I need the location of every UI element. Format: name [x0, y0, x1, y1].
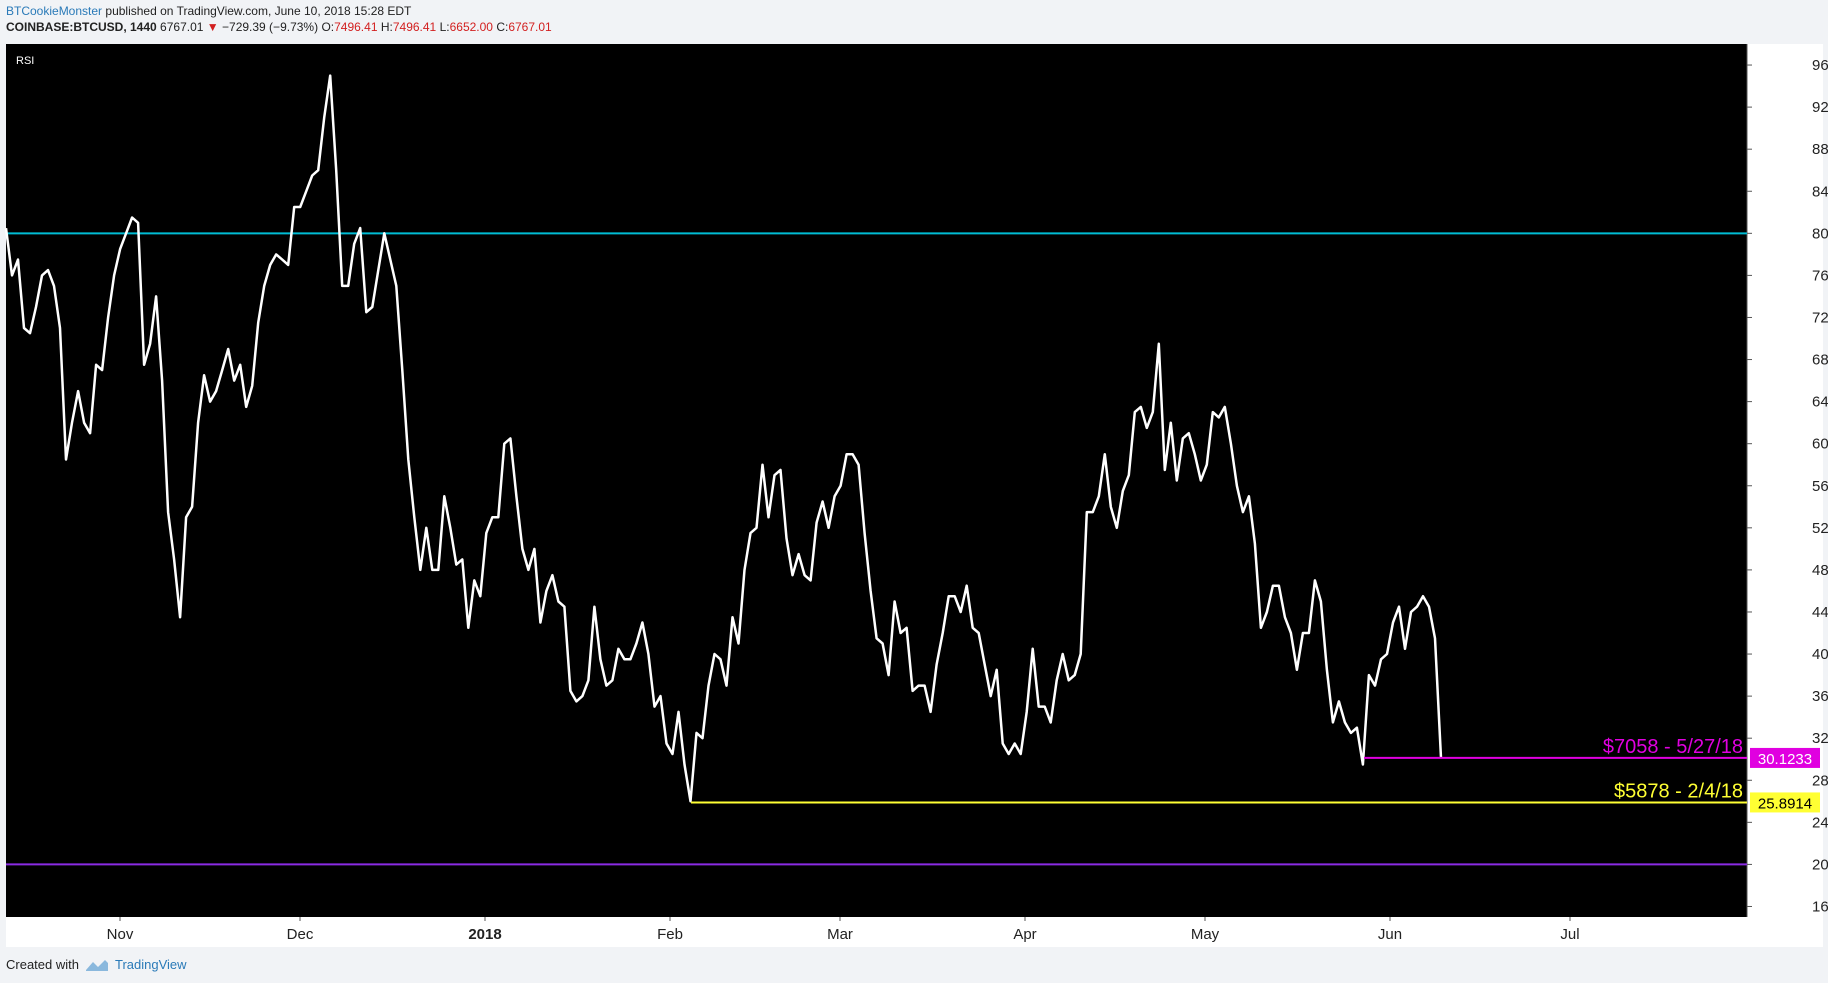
x-axis-panel: [6, 917, 1823, 947]
level-label-1: $5878 - 2/4/18: [1614, 780, 1743, 802]
low-label: L:: [439, 20, 450, 34]
tradingview-logo-icon: [85, 959, 108, 971]
created-with-text: Created with: [6, 957, 79, 972]
y-tick-label-20: 16.0000: [1812, 898, 1828, 915]
x-tick-label-2: 2018: [468, 926, 501, 943]
y-tick-label-14: 40.0000: [1812, 646, 1828, 663]
published-text: published on TradingView.com, June 10, 2…: [105, 4, 412, 18]
x-tick-label-8: Jul: [1560, 926, 1579, 943]
y-tick-label-16: 32.0000: [1812, 730, 1828, 747]
plot-area: [6, 44, 1747, 917]
y-tick-label-7: 68.0000: [1812, 352, 1828, 369]
y-tick-label-9: 60.0000: [1812, 436, 1828, 453]
y-tick-label-17: 28.0000: [1812, 772, 1828, 789]
level-badge-text-1: 25.8914: [1758, 795, 1812, 812]
y-tick-label-8: 64.0000: [1812, 394, 1828, 411]
last-price: 6767.01: [160, 20, 204, 34]
y-tick-label-1: 92.0000: [1812, 99, 1828, 116]
rsi-series-line: [4, 74, 1443, 803]
y-tick-label-13: 44.0000: [1812, 604, 1828, 621]
y-tick-label-10: 56.0000: [1812, 478, 1828, 495]
chart-title: RSI: [16, 55, 34, 67]
low-value: 6652.00: [449, 20, 493, 34]
y-tick-label-2: 88.0000: [1812, 141, 1828, 158]
close-value: 6767.01: [508, 20, 552, 34]
rsi-chart[interactable]: RSI 96.0000 92.0000 88.0000 84.0000 80.0000 76…: [0, 0, 1828, 960]
level-badge-text-0: 30.1233: [1758, 751, 1812, 768]
y-tick-label-12: 48.0000: [1812, 562, 1828, 579]
tradingview-link[interactable]: TradingView: [114, 957, 187, 972]
high-value: 7496.41: [392, 20, 437, 34]
down-arrow-icon: ▼: [206, 20, 219, 34]
level-badge-1: [1750, 792, 1820, 813]
x-tick-label-4: Mar: [827, 926, 853, 943]
y-axis-panel: [1747, 44, 1823, 917]
x-tick-label-5: Apr: [1013, 926, 1036, 943]
price-change: −729.39 (−9.73%): [222, 20, 319, 34]
footer: Created with TradingView: [6, 957, 187, 972]
open-value: 7496.41: [334, 20, 378, 34]
author-link[interactable]: BTCookieMonster: [6, 4, 103, 18]
y-tick-label-15: 36.0000: [1812, 688, 1828, 705]
y-tick-label-5: 76.0000: [1812, 267, 1828, 284]
x-tick-label-3: Feb: [657, 926, 683, 943]
y-tick-label-19: 20.0000: [1812, 856, 1828, 873]
x-tick-label-1: Dec: [287, 926, 314, 943]
symbol-label: COINBASE:BTCUSD, 1440: [6, 20, 157, 34]
chart-header: BTCookieMonster published on TradingView…: [6, 3, 552, 35]
y-tick-label-0: 96.0000: [1812, 57, 1828, 74]
y-tick-label-6: 72.0000: [1812, 309, 1828, 326]
high-label: H:: [380, 20, 393, 34]
level-badge-0: [1750, 747, 1820, 768]
x-tick-label-7: Jun: [1378, 926, 1402, 943]
header-row-2: COINBASE:BTCUSD, 1440 6767.01 ▼ −729.39 …: [6, 19, 552, 35]
y-tick-label-11: 52.0000: [1812, 520, 1828, 537]
y-tick-label-4: 80.0000: [1812, 225, 1828, 242]
level-label-0: $7058 - 5/27/18: [1603, 736, 1743, 758]
open-label: O:: [321, 20, 335, 34]
y-tick-label-18: 24.0000: [1812, 814, 1828, 831]
close-label: C:: [496, 20, 509, 34]
y-tick-label-3: 84.0000: [1812, 183, 1828, 200]
x-tick-label-0: Nov: [107, 926, 134, 943]
header-row-1: BTCookieMonster published on TradingView…: [6, 3, 552, 19]
x-tick-label-6: May: [1191, 926, 1220, 943]
